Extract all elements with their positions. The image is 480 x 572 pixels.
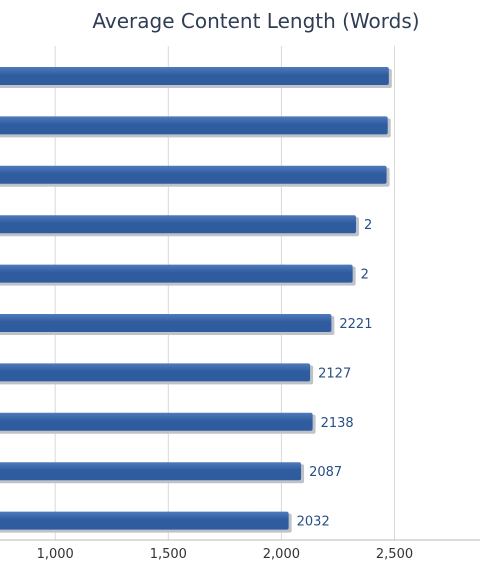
bar: [0, 215, 357, 234]
bar: [0, 462, 302, 481]
bar: [0, 511, 289, 530]
bar-series: [0, 67, 392, 533]
bar: [0, 165, 387, 184]
bar: [0, 314, 332, 332]
x-tick-label: 1,500: [150, 547, 187, 562]
bar-data-label: 2: [361, 268, 369, 283]
bar: [0, 264, 353, 283]
bar-data-label: 2: [364, 218, 372, 233]
bar: [0, 363, 311, 382]
x-tick-label: 2,000: [263, 547, 300, 562]
bar-data-label: 2087: [309, 465, 342, 480]
x-tick-label: 2,500: [376, 547, 413, 562]
bar-data-label: 2221: [339, 317, 372, 332]
bar: [0, 67, 389, 85]
bar: [0, 116, 388, 135]
bar-data-label: 2138: [321, 416, 354, 431]
chart-title: Average Content Length (Words): [92, 9, 419, 33]
data-labels: 2 2 2221 2127 2138 2087 2032: [297, 218, 373, 529]
x-tick-label: 1,000: [37, 547, 74, 562]
bar: [0, 412, 313, 431]
bar-data-label: 2032: [297, 515, 330, 530]
bar-data-label: 2127: [318, 366, 351, 381]
